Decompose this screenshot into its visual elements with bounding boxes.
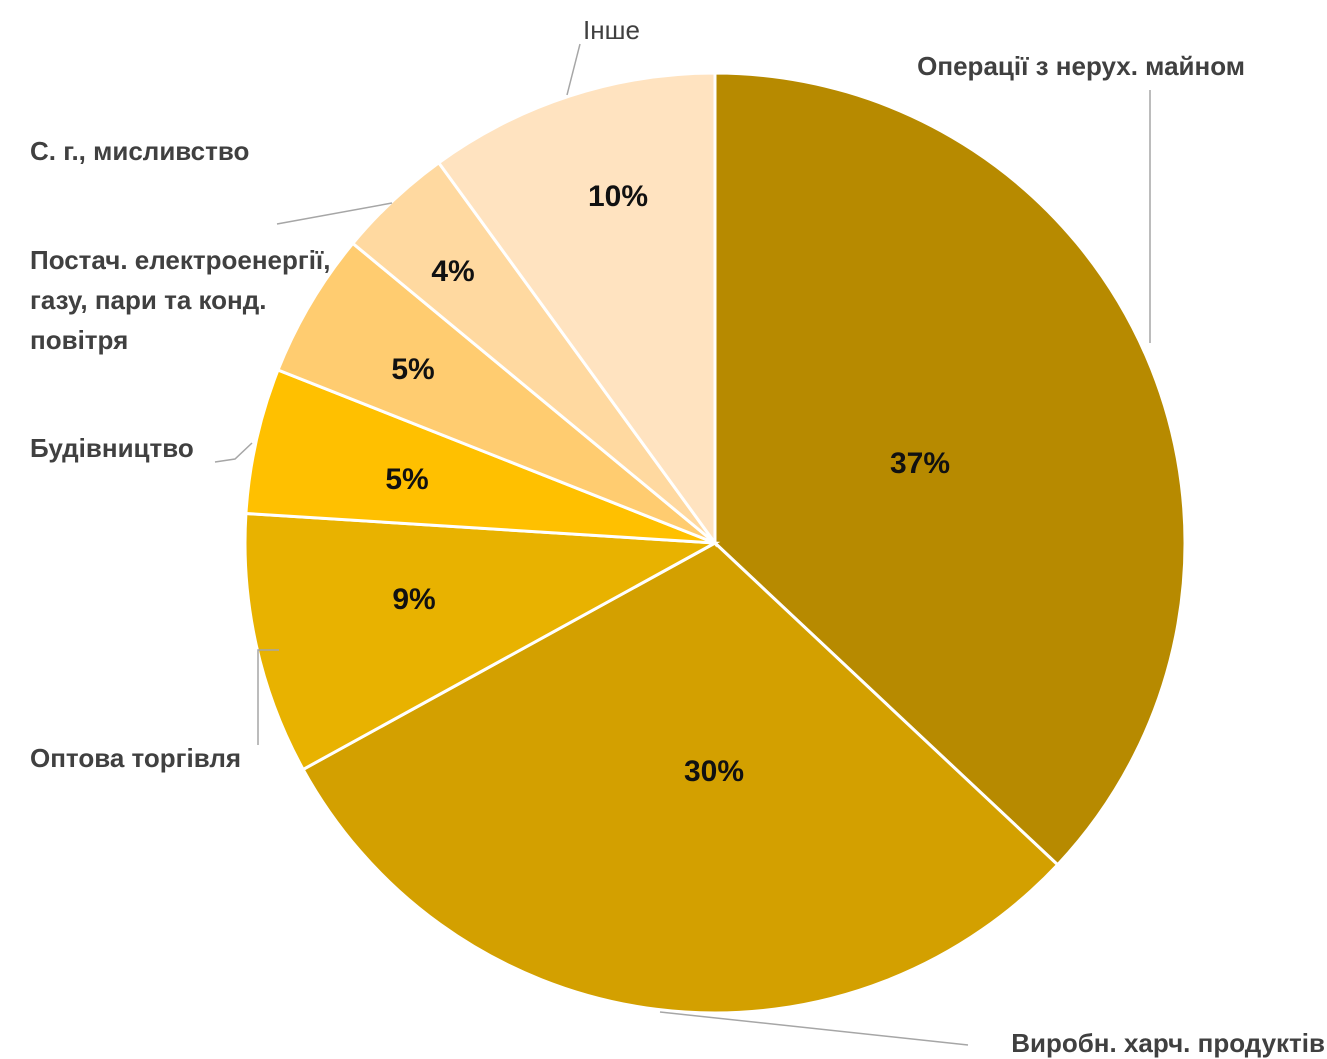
slice-value-label: 9%: [392, 583, 435, 616]
slice-category-label: С. г., мисливство: [30, 136, 249, 166]
pie-slice-5: [276, 241, 716, 545]
slice-value-label: 30%: [684, 755, 744, 788]
leader-line: [566, 43, 581, 96]
slice-value-label: 37%: [890, 447, 950, 480]
slice-value-label: 5%: [385, 463, 428, 496]
leader-line: [659, 1011, 969, 1046]
leader-lines: [214, 43, 1151, 1046]
pie-slices: [243, 71, 1187, 1015]
slice-category-label: Операції з нерух. майном: [917, 51, 1245, 81]
pie-slice-3: [243, 511, 721, 772]
leader-line: [257, 649, 279, 745]
category-labels: Операції з нерух. майном Виробн. харч. пр…: [30, 15, 1325, 1058]
slice-category-label: Оптова торгівля: [30, 743, 241, 773]
slice-value-label: 4%: [431, 255, 474, 288]
pie-slice-7: [436, 71, 717, 548]
slice-category-label: Постач. електроенергії, газу, пари та кон…: [30, 245, 330, 355]
slice-value-label: 10%: [588, 180, 648, 213]
pie-slice-1: [713, 71, 1187, 867]
leader-line: [214, 442, 253, 463]
slice-category-label: Виробн. харч. продуктів: [1011, 1028, 1325, 1058]
leader-line: [276, 202, 393, 225]
percent-labels: 37% 30% 9% 5% 5% 4% 10%: [385, 180, 950, 788]
pie-slice-2: [301, 541, 1060, 1015]
slice-category-label: Інше: [583, 15, 640, 45]
slice-category-label: Будівництво: [30, 433, 194, 463]
slice-value-label: 5%: [391, 353, 434, 386]
pie-slice-4: [244, 368, 716, 545]
